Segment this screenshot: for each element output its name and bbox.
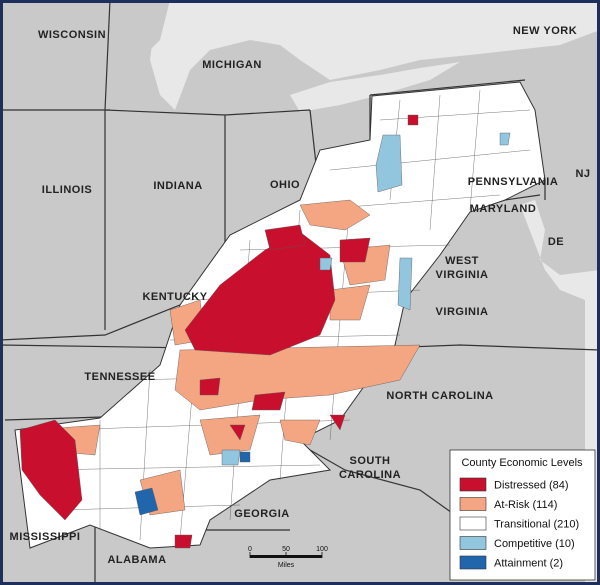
legend: County Economic Levels Distressed (84) At-… <box>449 449 596 581</box>
attainment-counties <box>134 451 251 516</box>
state-label: NEW YORK <box>513 25 577 37</box>
state-label: GEORGIA <box>234 508 289 520</box>
state-label: MARYLAND <box>470 203 537 215</box>
legend-label: Competitive (10) <box>494 538 575 550</box>
state-label: VIRGINIA <box>436 269 489 281</box>
legend-label: Transitional (210) <box>494 519 579 531</box>
legend-swatch <box>459 516 487 531</box>
distressed-counties <box>19 114 419 549</box>
state-label: MISSISSIPPI <box>10 531 81 543</box>
scale-bar: 0 50 100 Miles <box>248 546 328 569</box>
land <box>120 0 170 60</box>
scale-unit: Miles <box>278 562 295 569</box>
state-label: CAROLINA <box>339 469 401 481</box>
legend-swatch <box>459 555 487 570</box>
state-label: OHIO <box>270 179 300 191</box>
legend-swatch <box>459 536 487 550</box>
competitive-counties <box>221 132 511 466</box>
scale-tick-label: 100 <box>316 546 328 553</box>
state-labels: WISCONSIN MICHIGAN NEW YORK ILLINOIS INDIANA… <box>10 25 590 566</box>
legend-label: Attainment (2) <box>494 558 563 570</box>
state-label: INDIANA <box>153 180 202 192</box>
legend-swatch <box>459 477 487 492</box>
state-label: MICHIGAN <box>202 59 262 71</box>
state-label: SOUTH <box>350 455 391 467</box>
state-label: KENTUCKY <box>142 291 207 303</box>
legend-title: County Economic Levels <box>461 457 583 469</box>
legend-swatch <box>459 497 487 511</box>
scale-tick-label: 50 <box>282 546 290 553</box>
state-label: NJ <box>575 168 590 180</box>
state-label: ILLINOIS <box>42 184 92 196</box>
state-label: TENNESSEE <box>84 371 155 383</box>
state-label: WISCONSIN <box>38 29 106 41</box>
state-label: DE <box>548 236 564 248</box>
state-label: PENNSYLVANIA <box>468 176 559 188</box>
water <box>520 200 600 585</box>
legend-label: At-Risk (114) <box>494 499 557 511</box>
state-label: WEST <box>445 255 479 267</box>
state-label: VIRGINIA <box>436 306 489 318</box>
scale-tick-label: 0 <box>248 546 252 553</box>
legend-label: Distressed (84) <box>494 480 569 492</box>
state-label: ALABAMA <box>107 554 166 566</box>
lake <box>290 62 460 112</box>
state-label: NORTH CAROLINA <box>386 390 493 402</box>
lake <box>150 0 600 110</box>
